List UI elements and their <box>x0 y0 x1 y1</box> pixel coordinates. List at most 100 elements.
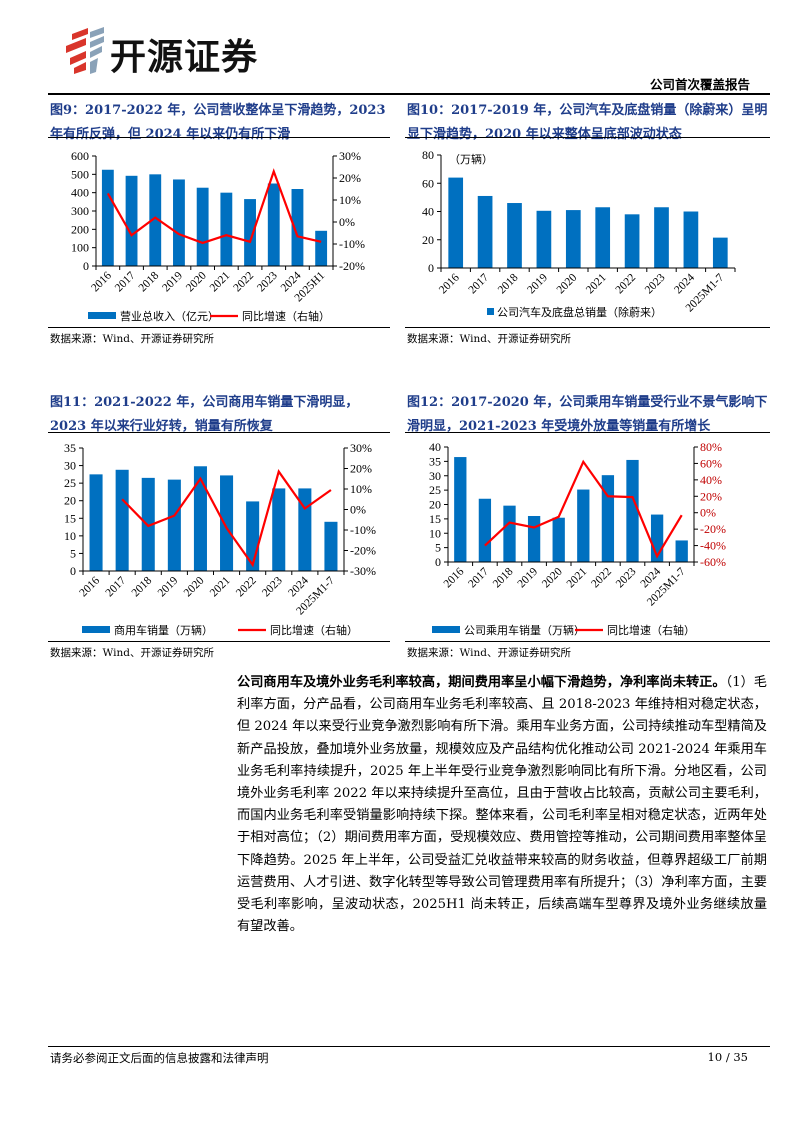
logo <box>58 26 108 76</box>
legend-line-label: 同比增速（右轴） <box>242 309 330 323</box>
x-tick-label: 2017 <box>104 574 129 599</box>
bar <box>626 459 639 562</box>
bar <box>291 189 304 266</box>
x-tick-label: 2018 <box>137 269 162 294</box>
y-tick-label: 80 <box>422 148 434 162</box>
logo-mark-icon <box>66 27 104 74</box>
y-tick-label: 25 <box>429 483 441 497</box>
y-tick-label: 20 <box>429 498 441 512</box>
y-tick-label: 15 <box>429 512 441 526</box>
bar <box>324 521 338 571</box>
figure-10-title: 图10：2017-2019 年，公司汽车及底盘销量（除蔚来）呈明显下滑趋势，20… <box>407 103 768 142</box>
y2-tick-label: 10% <box>350 482 372 496</box>
y-tick-label: 30 <box>64 459 76 473</box>
y-tick-label: 400 <box>71 186 89 200</box>
bar <box>683 211 699 268</box>
y2-tick-label: -20% <box>700 522 726 536</box>
bar <box>477 195 493 268</box>
legend-bar-swatch <box>82 626 110 633</box>
y-tick-label: 15 <box>64 511 76 525</box>
bar <box>675 540 688 562</box>
y2-tick-label: 20% <box>339 171 361 185</box>
y2-tick-label: -20% <box>339 259 365 273</box>
y-tick-label: 35 <box>64 441 76 455</box>
y2-tick-label: -10% <box>350 523 376 537</box>
y-tick-label: 500 <box>71 167 89 181</box>
bar <box>115 469 129 571</box>
bar <box>246 501 260 571</box>
y-tick-label: 30 <box>429 469 441 483</box>
x-tick-label: 2024 <box>672 271 697 296</box>
header-divider <box>48 93 770 95</box>
body-paragraph: 公司商用车及境外业务毛利率较高，期间费用率呈小幅下滑趋势，净利率尚未转正。（1）… <box>237 672 767 938</box>
y-tick-label: 20 <box>422 233 434 247</box>
x-tick-label: 2021 <box>208 574 233 599</box>
bar <box>196 187 209 266</box>
page-number: 10 / 35 <box>707 1050 748 1064</box>
bar <box>536 210 552 268</box>
y-tick-label: 0 <box>428 261 434 275</box>
y2-tick-label: -40% <box>700 539 726 553</box>
bar <box>244 199 256 266</box>
legend-line-label: 同比增速（右轴） <box>270 623 358 637</box>
figure-9-title: 图9：2017-2022 年，公司营收整体呈下滑趋势，2023 年有所反弹，但 … <box>50 103 386 142</box>
bar <box>298 488 312 571</box>
bar <box>125 175 138 266</box>
y2-tick-label: 10% <box>339 193 361 207</box>
bar <box>272 488 286 571</box>
body-text: （1）毛利率方面，分产品看，公司商用车业务毛利率较高、且 2018-2023 年… <box>237 675 767 935</box>
y2-tick-label: 20% <box>700 489 722 503</box>
bar <box>507 203 522 268</box>
bar <box>220 192 233 266</box>
x-tick-label: 2020 <box>540 565 565 590</box>
bar <box>565 210 581 268</box>
bar <box>503 505 516 562</box>
y2-tick-label: -30% <box>350 564 376 578</box>
x-tick-label: 2019 <box>156 574 181 599</box>
figure-12-top-rule <box>405 432 770 433</box>
x-tick-label: 2018 <box>496 271 521 296</box>
y-tick-label: 60 <box>422 176 434 190</box>
x-tick-label: 2021 <box>584 271 609 296</box>
growth-line <box>484 459 683 559</box>
y-tick-label: 40 <box>429 440 441 454</box>
x-tick-label: 2021 <box>208 269 233 294</box>
y-tick-label: 20 <box>64 494 76 508</box>
x-tick-label: 2023 <box>614 565 639 590</box>
bar <box>173 179 185 266</box>
y2-tick-label: -60% <box>700 555 726 569</box>
bar <box>595 207 611 268</box>
x-tick-label: 2019 <box>160 269 185 294</box>
x-tick-label: 2023 <box>255 269 280 294</box>
y-tick-label: 0 <box>83 259 89 273</box>
bar <box>167 479 181 571</box>
bar <box>454 457 467 562</box>
bar <box>478 498 492 562</box>
figure-11-source: 数据来源：Wind、开源证券研究所 <box>50 647 214 659</box>
x-tick-label: 2020 <box>555 271 580 296</box>
y2-tick-label: 30% <box>339 149 361 163</box>
y2-tick-label: -20% <box>350 544 376 558</box>
y2-tick-label: 80% <box>700 440 722 454</box>
bar <box>101 169 114 266</box>
x-tick-label: 2022 <box>234 574 259 599</box>
figure-12-title: 图12：2017-2020 年，公司乘用车销量受行业不景气影响下滑明显，2021… <box>407 395 768 434</box>
footer-divider <box>48 1046 770 1047</box>
x-tick-label: 2023 <box>643 271 668 296</box>
figure-11-bottom-rule <box>48 641 390 642</box>
y2-tick-label: 0% <box>700 506 716 520</box>
legend-line-label: 同比增速（右轴） <box>607 623 695 637</box>
bar <box>193 466 207 571</box>
y-tick-label: 100 <box>71 241 89 255</box>
x-tick-label: 2022 <box>231 269 256 294</box>
x-tick-label: 2016 <box>77 574 102 599</box>
x-tick-label: 2017 <box>466 271 491 296</box>
x-tick-label: 2022 <box>613 271 638 296</box>
y-tick-label: 10 <box>429 526 441 540</box>
figure-11-top-rule <box>48 432 390 433</box>
figure-9-source: 数据来源：Wind、开源证券研究所 <box>50 333 214 345</box>
x-tick-label: 2019 <box>515 565 540 590</box>
bar <box>601 475 615 562</box>
bar <box>448 177 464 268</box>
y2-tick-label: 40% <box>700 473 722 487</box>
